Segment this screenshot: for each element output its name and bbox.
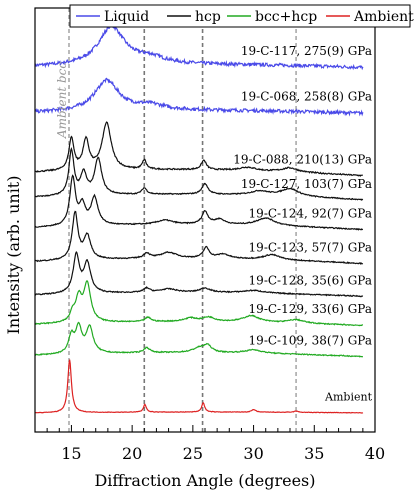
series-line-2	[34, 121, 363, 177]
x-tick-label-15: 15	[61, 444, 81, 463]
x-tick-label-20: 20	[122, 444, 142, 463]
series-line-4	[34, 174, 363, 231]
series-line-5	[35, 210, 364, 265]
series-label-3: 19-C-127, 103(7) GPa	[241, 177, 372, 191]
series-label-7: 19-C-129, 33(6) GPa	[249, 302, 372, 316]
x-axis-label: Diffraction Angle (degrees)	[94, 471, 315, 490]
x-tick-label-35: 35	[304, 444, 324, 463]
series-line-1	[34, 77, 364, 117]
ambient-bcc-label: Ambient bcc	[55, 62, 69, 139]
series-label-1: 19-C-068, 258(8) GPa	[241, 89, 372, 103]
x-tick-label-25: 25	[183, 444, 203, 463]
series-line-7	[34, 280, 363, 327]
x-axis-ticks: 15 20 25 30 35 40	[46, 425, 385, 463]
series-label-5: 19-C-123, 57(7) GPa	[249, 241, 372, 255]
series-line-8	[34, 321, 364, 358]
series-line-3	[34, 146, 364, 201]
series-line-9	[35, 359, 364, 414]
series-label-0: 19-C-117, 275(9) GPa	[241, 44, 372, 58]
series-label-8: 19-C-109, 38(7) GPa	[249, 334, 372, 348]
series-labels: 19-C-117, 275(9) GPa 19-C-068, 258(8) GPa…	[233, 44, 372, 404]
legend-label-3: Ambient	[353, 9, 414, 25]
legend-label-2: bcc+hcp	[255, 9, 317, 25]
series-label-2: 19-C-088, 210(13) GPa	[233, 152, 372, 166]
legend-label-0: Liquid	[104, 9, 149, 25]
legend-label-1: hcp	[195, 9, 221, 25]
series-label-6: 19-C-128, 35(6) GPa	[249, 273, 372, 287]
series-label-9: Ambient	[324, 391, 373, 404]
x-tick-label-30: 30	[243, 444, 263, 463]
series-line-6	[35, 251, 364, 298]
x-tick-label-40: 40	[365, 444, 385, 463]
series-line-0	[34, 22, 364, 71]
y-axis-label: Intensity (arb. unit)	[4, 176, 23, 335]
series-label-4: 19-C-124, 92(7) GPa	[249, 206, 372, 220]
series-layer	[34, 22, 364, 414]
legend: Liquid hcp bcc+hcp Ambient	[69, 4, 414, 28]
